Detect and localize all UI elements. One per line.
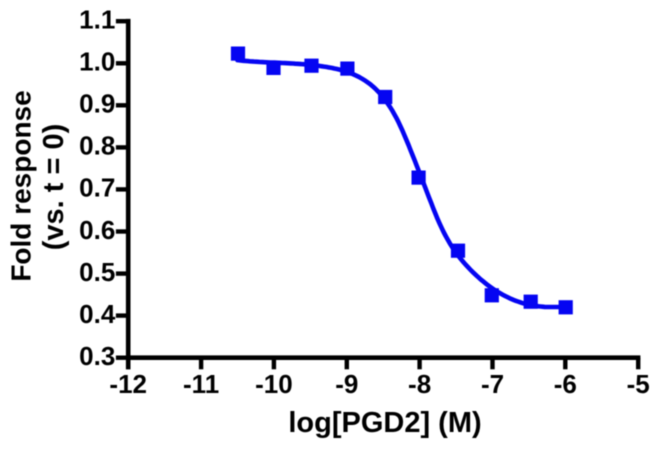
svg-text:-5: -5 (627, 369, 650, 399)
svg-text:0.9: 0.9 (79, 89, 115, 119)
svg-text:-10: -10 (255, 369, 293, 399)
svg-text:0.6: 0.6 (79, 215, 115, 245)
svg-text:0.8: 0.8 (79, 131, 115, 161)
svg-text:1.0: 1.0 (79, 47, 115, 77)
svg-text:0.5: 0.5 (79, 257, 115, 287)
svg-text:(vs. t = 0): (vs. t = 0) (38, 124, 70, 251)
svg-text:-6: -6 (554, 369, 577, 399)
svg-text:-7: -7 (481, 369, 504, 399)
svg-text:log[PGD2] (M): log[PGD2] (M) (288, 407, 481, 439)
svg-text:0.4: 0.4 (79, 299, 116, 329)
svg-text:-11: -11 (183, 369, 219, 399)
svg-text:0.3: 0.3 (79, 341, 115, 371)
svg-text:-8: -8 (408, 369, 431, 399)
svg-text:-9: -9 (335, 369, 358, 399)
svg-text:1.1: 1.1 (79, 5, 115, 35)
svg-text:0.7: 0.7 (79, 173, 115, 203)
svg-text:Fold response: Fold response (5, 90, 36, 281)
svg-text:-12: -12 (109, 369, 147, 399)
